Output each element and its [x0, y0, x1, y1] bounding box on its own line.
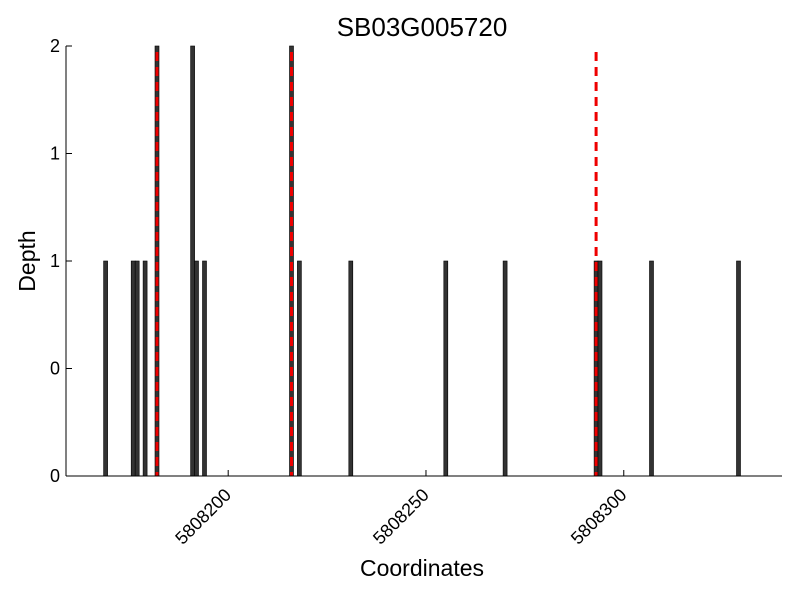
- chart-title: SB03G005720: [337, 12, 508, 42]
- bar: [202, 260, 207, 477]
- x-axis-ticks: 5808200 5808250 5808300: [171, 470, 631, 549]
- x-tick-label: 5808200: [171, 485, 235, 549]
- y-tick-label: 0: [50, 359, 60, 379]
- bar: [194, 260, 199, 477]
- bar: [142, 260, 148, 477]
- bar: [289, 45, 294, 477]
- plot-area: [103, 45, 741, 477]
- bar: [502, 260, 508, 477]
- y-tick-label: 0: [50, 466, 60, 486]
- bar: [154, 45, 160, 477]
- y-tick-label: 1: [50, 144, 60, 164]
- bar: [130, 260, 136, 477]
- x-axis-title: Coordinates: [360, 555, 484, 581]
- bar: [297, 260, 302, 477]
- bar: [736, 260, 741, 477]
- bar: [190, 45, 195, 477]
- y-axis-ticks: 0 0 1 1 2: [50, 36, 72, 486]
- y-tick-label: 1: [50, 251, 60, 271]
- bar: [348, 260, 354, 477]
- x-tick-label: 5808250: [369, 485, 433, 549]
- bar: [103, 260, 108, 477]
- x-tick-label: 5808300: [567, 485, 631, 549]
- bar: [649, 260, 654, 477]
- bar: [443, 260, 449, 477]
- y-axis-title: Depth: [14, 230, 40, 291]
- bar: [134, 260, 140, 477]
- bar: [597, 260, 603, 477]
- y-tick-label: 2: [50, 36, 60, 56]
